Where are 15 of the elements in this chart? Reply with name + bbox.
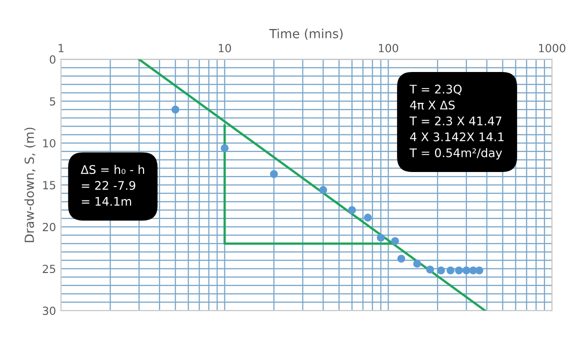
y-tick-label: 10: [43, 139, 56, 148]
y-tick-label: 15: [43, 181, 56, 190]
x-tick-label: 10: [218, 44, 231, 52]
annotation: T = 2.3Q 4π X ΔS T = 2.3 X 41.47 4 X 3.142X 14.1 T = 0.54m²/day: [410, 84, 504, 160]
y-tick-label: 25: [42, 264, 56, 274]
annotation: ΔS = h₀ - h = 22 -7.9 = 14.1m: [80, 164, 144, 206]
x-axis-title: Time (mins): [269, 28, 343, 40]
y-tick-label: 20: [42, 222, 56, 232]
x-tick-label: 1: [58, 44, 64, 52]
y-tick-label: 30: [42, 306, 56, 315]
y-axis-title: Draw-down, S, (m): [24, 128, 36, 242]
x-tick-label: 1000: [539, 44, 566, 52]
x-tick-label: 100: [378, 44, 398, 52]
y-tick-label: 5: [50, 97, 56, 106]
y-tick-label: 0: [50, 55, 56, 64]
